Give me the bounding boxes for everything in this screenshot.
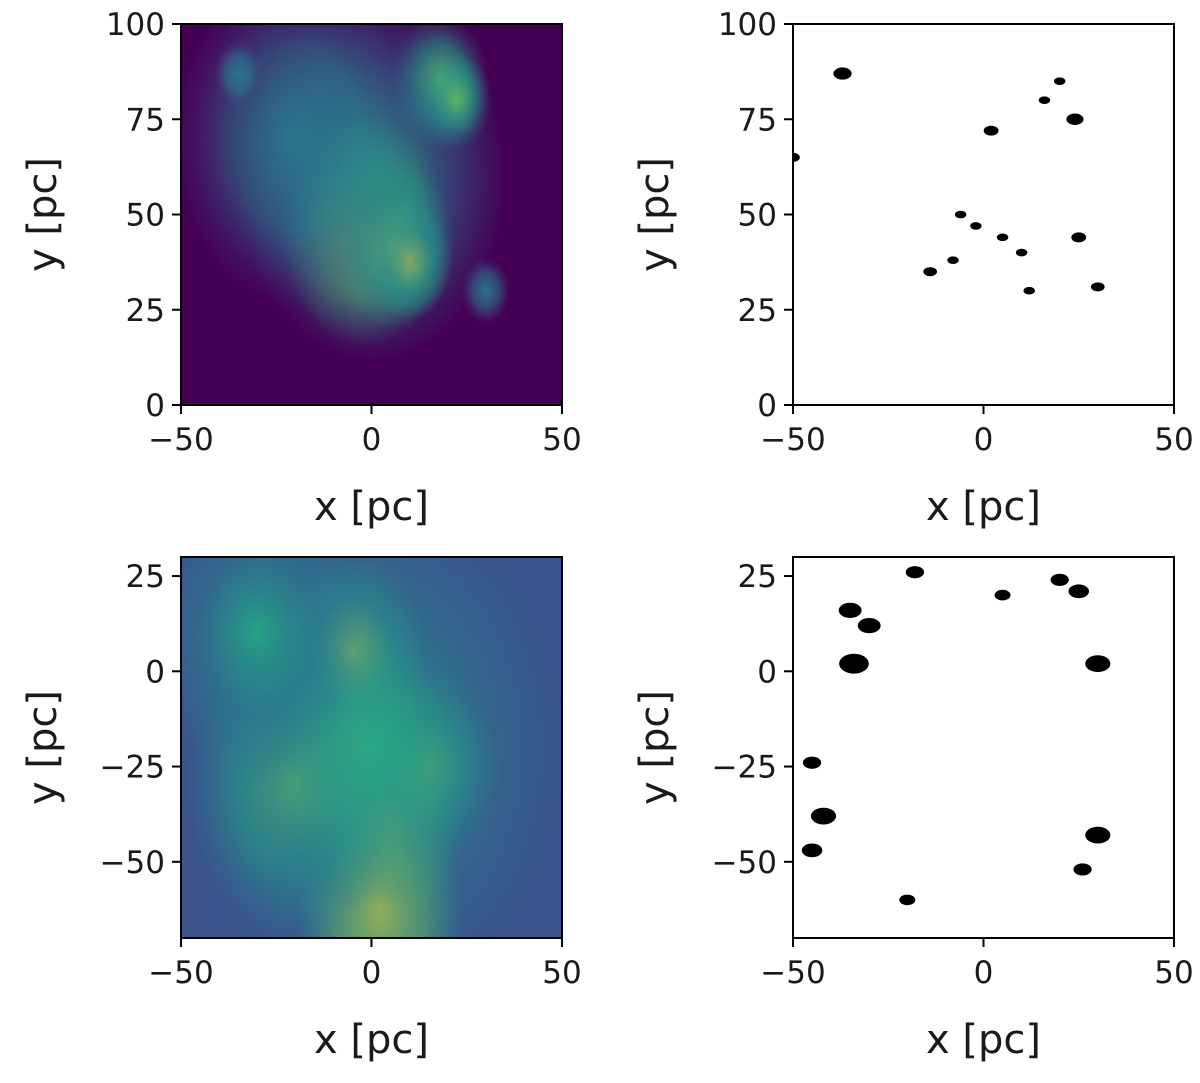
y-tick-label: −25 (100, 750, 165, 786)
mask-clump (1066, 113, 1084, 125)
x-tick-label: −50 (148, 955, 213, 991)
y-tick-label: −50 (100, 845, 165, 881)
x-tick-label: 0 (362, 422, 382, 458)
mask-clump (1015, 248, 1028, 257)
image-features (181, 557, 562, 938)
x-tick-label: −50 (760, 422, 825, 458)
x-tick-label: −50 (148, 422, 213, 458)
mask-clump (1073, 863, 1092, 876)
x-axis-label: x [pc] (314, 484, 429, 530)
y-tick-label: 50 (738, 198, 777, 234)
y-tick-label: 0 (757, 654, 777, 690)
y-tick-label: 25 (126, 293, 165, 329)
y-tick-label: 25 (126, 559, 165, 595)
x-tick-label: 0 (362, 955, 382, 991)
y-tick-label: −25 (712, 750, 777, 786)
x-axis-label: x [pc] (314, 1017, 429, 1063)
mask-clump (1068, 584, 1090, 599)
x-tick-label: −50 (760, 955, 825, 991)
y-tick-label: 75 (126, 102, 165, 138)
y-tick-label: 50 (126, 198, 165, 234)
mask-clump (899, 894, 916, 906)
mask-clump (1090, 282, 1105, 292)
y-axis-label: y [pc] (20, 157, 66, 272)
x-tick-label: 50 (1154, 955, 1193, 991)
mask-clump (970, 222, 982, 230)
x-axis-label: x [pc] (926, 484, 1041, 530)
mask-clump (994, 589, 1011, 601)
mask-clump (905, 566, 925, 579)
mask-clump (802, 756, 822, 769)
y-axis-label: y [pc] (20, 690, 66, 805)
image-features (793, 67, 1105, 295)
density-clump (181, 557, 367, 785)
plot-background (793, 24, 1174, 405)
panel-3: −50 0 50 −50 −25 0 25 x [pc] y [pc] (20, 556, 582, 1063)
y-axis-label: y [pc] (632, 690, 678, 805)
image-features (181, 24, 511, 361)
y-tick-label: 0 (145, 388, 165, 424)
x-tick-label: 50 (542, 422, 581, 458)
density-clump (213, 40, 263, 108)
y-tick-label: 25 (738, 293, 777, 329)
mask-clump (1023, 286, 1035, 295)
mask-clump (801, 843, 823, 858)
mask-clump (1071, 232, 1087, 243)
mask-clump (793, 152, 800, 162)
y-tick-label: 100 (106, 7, 165, 43)
panel-4: −50 0 50 −50 −25 0 25 x [pc] y [pc] (632, 556, 1194, 1063)
plot-background (793, 557, 1174, 938)
mask-clump (954, 210, 967, 219)
mask-clump (1085, 826, 1111, 844)
mask-clump (1038, 96, 1051, 105)
mask-clump (857, 617, 881, 634)
x-axis-label: x [pc] (926, 1017, 1041, 1063)
mask-clump (1085, 655, 1111, 673)
density-clump (461, 257, 511, 325)
mask-clump (947, 256, 959, 265)
mask-clump (839, 653, 869, 674)
mask-clump (983, 125, 999, 136)
mask-clump (833, 67, 852, 80)
y-tick-label: 75 (738, 102, 777, 138)
y-tick-label: −50 (712, 845, 777, 881)
x-tick-label: 0 (974, 422, 994, 458)
y-tick-label: 0 (145, 654, 165, 690)
x-tick-label: 50 (542, 955, 581, 991)
y-tick-label: 100 (718, 7, 777, 43)
mask-clump (838, 602, 862, 618)
mask-clump (810, 807, 837, 825)
y-tick-label: 0 (757, 388, 777, 424)
x-tick-label: 0 (974, 955, 994, 991)
y-tick-label: 25 (738, 559, 777, 595)
x-tick-label: 50 (1154, 422, 1193, 458)
mask-clump (923, 267, 938, 277)
mask-clump (1053, 77, 1066, 85)
y-axis-label: y [pc] (632, 157, 678, 272)
mask-clump (996, 233, 1009, 242)
image-features (801, 566, 1111, 906)
mask-clump (1050, 573, 1069, 586)
